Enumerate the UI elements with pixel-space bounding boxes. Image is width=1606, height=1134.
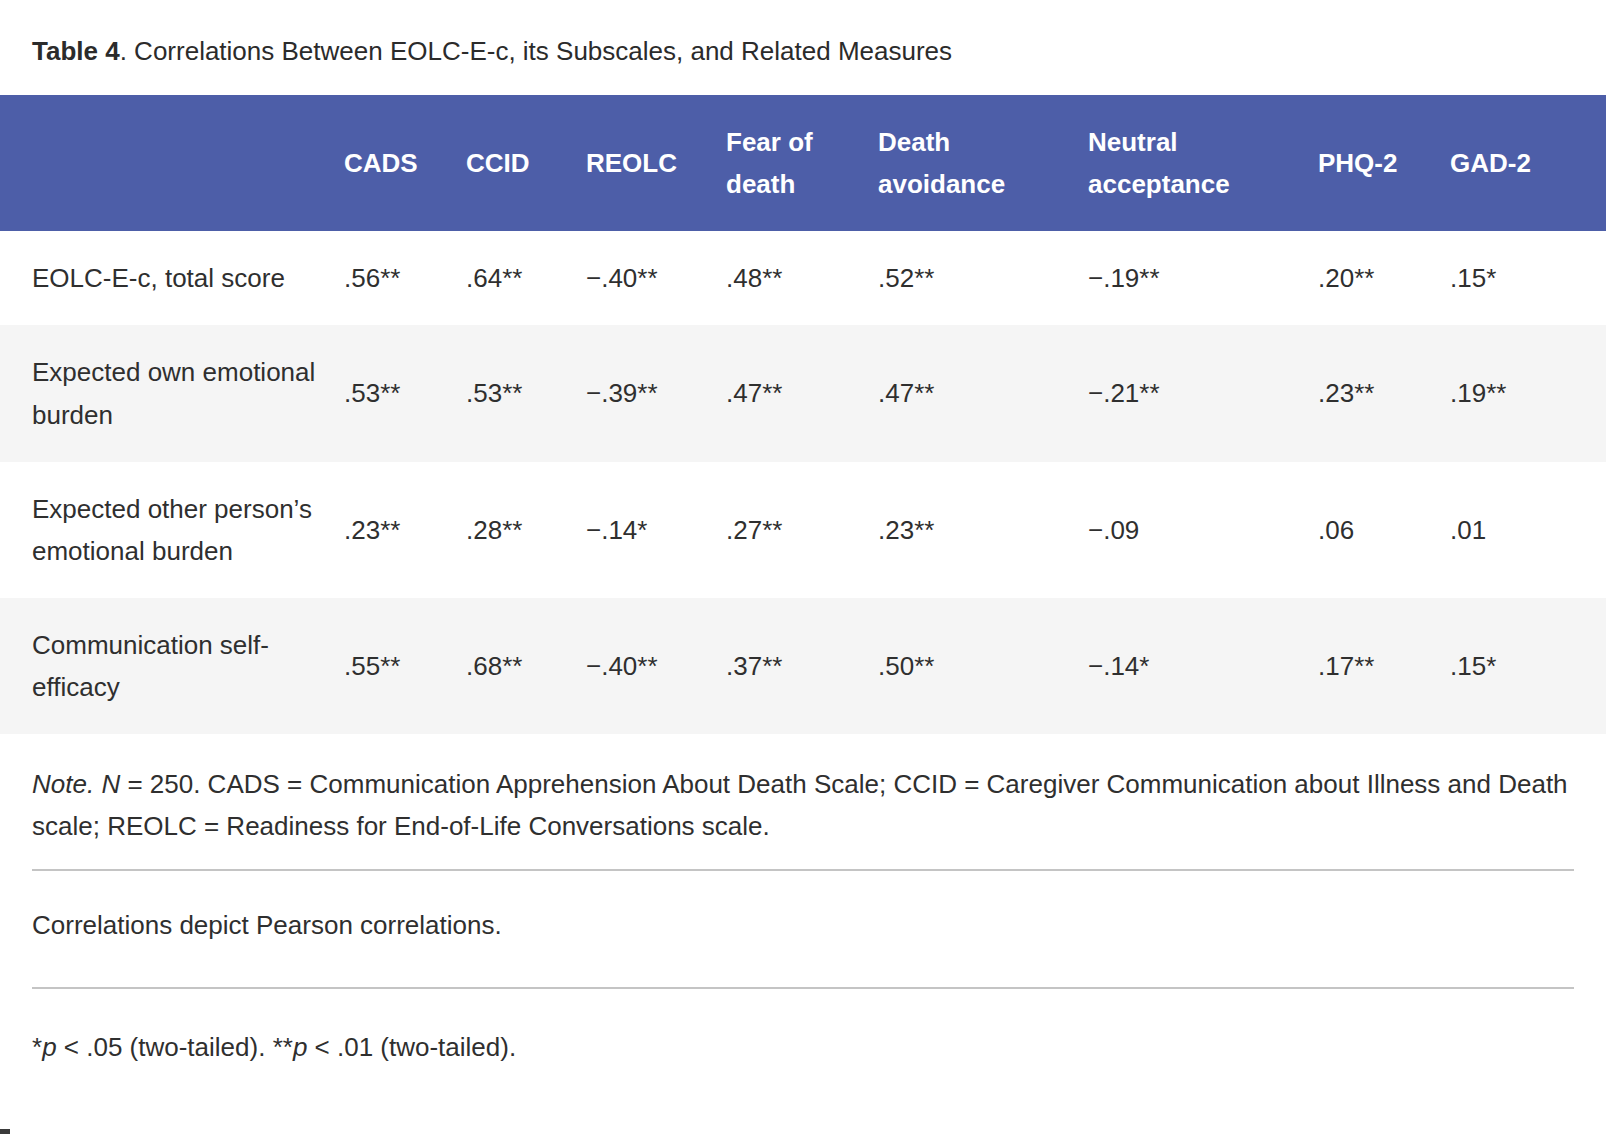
table-body: EOLC-E-c, total score .56** .64** −.40**… xyxy=(0,231,1606,734)
table-cell: −.14* xyxy=(1088,598,1318,734)
table-cell: .15* xyxy=(1450,598,1606,734)
table-cell: −.21** xyxy=(1088,325,1318,461)
table-cell: .53** xyxy=(344,325,466,461)
header-cell-reolc: REOLC xyxy=(586,95,726,231)
table-cell: .52** xyxy=(878,231,1088,325)
header-cell-gad2: GAD-2 xyxy=(1450,95,1606,231)
table-cell: .23** xyxy=(344,462,466,598)
header-row: CADS CCID REOLC Fear of death Death avoi… xyxy=(0,95,1606,231)
note-label: Note. xyxy=(32,769,101,799)
table-caption-text: . Correlations Between EOLC-E-c, its Sub… xyxy=(120,36,952,66)
table-cell: .68** xyxy=(466,598,586,734)
table-cell: .28** xyxy=(466,462,586,598)
table-row: Expected own emotional burden .53** .53*… xyxy=(0,325,1606,461)
table-cell: .01 xyxy=(1450,462,1606,598)
table-cell: −.39** xyxy=(586,325,726,461)
table-cell: .50** xyxy=(878,598,1088,734)
sig-star: * xyxy=(32,1032,42,1062)
table-cell: .15* xyxy=(1450,231,1606,325)
sig-p-symbol: p xyxy=(42,1032,56,1062)
row-label: Expected own emotional burden xyxy=(0,325,344,461)
page: Table 4. Correlations Between EOLC-E-c, … xyxy=(0,0,1606,1134)
table-cell: .27** xyxy=(726,462,878,598)
header-cell-fear-of-death: Fear of death xyxy=(726,95,878,231)
row-label: Expected other person’s emotional burden xyxy=(0,462,344,598)
header-cell-cads: CADS xyxy=(344,95,466,231)
sig-p-symbol: p xyxy=(293,1032,307,1062)
table-row: Communication self-efficacy .55** .68** … xyxy=(0,598,1606,734)
table-row: Expected other person’s emotional burden… xyxy=(0,462,1606,598)
sig-text: < .01 (two-tailed). xyxy=(307,1032,516,1062)
table-cell: .20** xyxy=(1318,231,1450,325)
table-cell: −.14* xyxy=(586,462,726,598)
sig-text: < .05 (two-tailed). ** xyxy=(57,1032,293,1062)
table-cell: .06 xyxy=(1318,462,1450,598)
table-header: CADS CCID REOLC Fear of death Death avoi… xyxy=(0,95,1606,231)
table-notes: Note. N = 250. CADS = Communication Appr… xyxy=(0,734,1606,1088)
correlation-table: CADS CCID REOLC Fear of death Death avoi… xyxy=(0,95,1606,734)
table-cell: .47** xyxy=(726,325,878,461)
table-cell: .17** xyxy=(1318,598,1450,734)
note-pearson: Correlations depict Pearson correlations… xyxy=(32,871,1574,989)
table-cell: −.40** xyxy=(586,598,726,734)
header-cell-empty xyxy=(0,95,344,231)
table-row: EOLC-E-c, total score .56** .64** −.40**… xyxy=(0,231,1606,325)
note-pearson-text: Correlations depict Pearson correlations… xyxy=(32,910,502,940)
table-cell: .23** xyxy=(1318,325,1450,461)
table-cell: .64** xyxy=(466,231,586,325)
header-cell-death-avoidance: Death avoidance xyxy=(878,95,1088,231)
table-cell: .55** xyxy=(344,598,466,734)
note-text: = 250. CADS = Communication Apprehension… xyxy=(32,769,1568,841)
table-cell: .37** xyxy=(726,598,878,734)
header-cell-neutral-acceptance: Neutral acceptance xyxy=(1088,95,1318,231)
table-cell: −.40** xyxy=(586,231,726,325)
table-cell: .56** xyxy=(344,231,466,325)
table-caption: Table 4. Correlations Between EOLC-E-c, … xyxy=(0,0,1606,95)
table-cell: .48** xyxy=(726,231,878,325)
header-cell-ccid: CCID xyxy=(466,95,586,231)
partial-element-fragment xyxy=(0,1129,10,1134)
note-n-symbol: N xyxy=(101,769,120,799)
table-cell: −.19** xyxy=(1088,231,1318,325)
table-cell: .19** xyxy=(1450,325,1606,461)
row-label: Communication self-efficacy xyxy=(0,598,344,734)
table-cell: .23** xyxy=(878,462,1088,598)
table-caption-label: Table 4 xyxy=(32,36,120,66)
note-significance: *p < .05 (two-tailed). **p < .01 (two-ta… xyxy=(32,989,1574,1089)
table-cell: .53** xyxy=(466,325,586,461)
table-cell: .47** xyxy=(878,325,1088,461)
row-label: EOLC-E-c, total score xyxy=(0,231,344,325)
header-cell-phq2: PHQ-2 xyxy=(1318,95,1450,231)
table-cell: −.09 xyxy=(1088,462,1318,598)
note-abbreviations: Note. N = 250. CADS = Communication Appr… xyxy=(32,734,1574,871)
